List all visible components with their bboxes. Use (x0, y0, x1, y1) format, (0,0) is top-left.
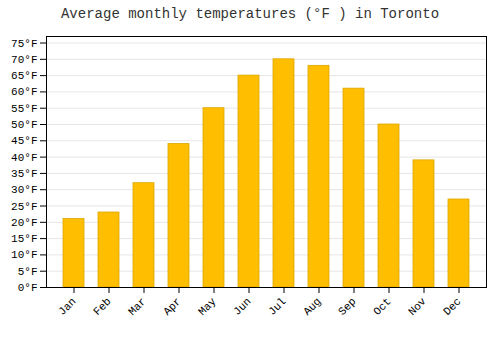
svg-text:Sep: Sep (336, 295, 358, 317)
svg-text:70°F: 70°F (11, 54, 37, 66)
svg-text:Jan: Jan (56, 295, 78, 317)
svg-text:5°F: 5°F (18, 266, 38, 278)
svg-text:Dec: Dec (441, 295, 463, 317)
svg-text:65°F: 65°F (11, 70, 37, 82)
svg-text:35°F: 35°F (11, 168, 37, 180)
svg-text:Mar: Mar (126, 295, 148, 317)
svg-text:20°F: 20°F (11, 217, 37, 229)
svg-text:40°F: 40°F (11, 152, 37, 164)
svg-text:50°F: 50°F (11, 119, 37, 131)
html-text:Average monthly temperatures (: Average monthly temperatures (°F ) in To… (61, 6, 439, 22)
svg-text:Aug: Aug (301, 295, 323, 317)
svg-text:Apr: Apr (161, 295, 183, 317)
svg-text:Jun: Jun (231, 295, 253, 317)
svg-text:45°F: 45°F (11, 135, 37, 147)
svg-text:30°F: 30°F (11, 184, 37, 196)
svg-text:75°F: 75°F (11, 38, 37, 50)
svg-text:Nov: Nov (406, 295, 429, 318)
svg-text:May: May (196, 295, 219, 318)
svg-text:Oct: Oct (371, 295, 393, 317)
svg-text:25°F: 25°F (11, 201, 37, 213)
svg-text:55°F: 55°F (11, 103, 37, 115)
svg-text:10°F: 10°F (11, 249, 37, 261)
svg-text:0°F: 0°F (18, 282, 38, 294)
svg-text:60°F: 60°F (11, 86, 37, 98)
svg-text:Feb: Feb (91, 295, 113, 317)
svg-text:Jul: Jul (266, 295, 288, 317)
svg-text:15°F: 15°F (11, 233, 37, 245)
